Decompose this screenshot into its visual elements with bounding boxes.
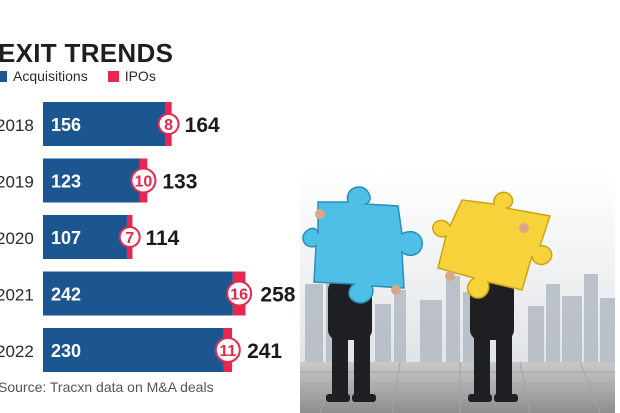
bar-chart: 2018 156 8 164 2019 123 10 133 2020 107 7 114 2021 24…	[0, 102, 296, 372]
puzzle-piece-blue	[302, 186, 423, 304]
hands	[315, 209, 529, 295]
chart-legend: Acquisitions IPOs	[0, 67, 176, 85]
data-label-ipos: 10	[135, 174, 153, 191]
legend-swatch-ipos	[107, 70, 119, 82]
ipo-badge	[157, 113, 180, 135]
ipo-badge	[214, 337, 241, 363]
bar-acquisitions	[43, 215, 127, 259]
legend-item-acquisitions: Acquisitions	[0, 68, 88, 84]
bar-acquisitions	[43, 271, 233, 316]
bar-acquisitions	[43, 158, 140, 203]
ipo-badge	[130, 167, 157, 194]
data-label-acquisitions: 230	[51, 341, 81, 361]
data-label-acquisitions: 156	[51, 115, 81, 135]
legend-label-ipos: IPOs	[124, 68, 156, 84]
data-label-ipos: 16	[230, 287, 248, 304]
data-label-total: 258	[260, 284, 295, 307]
y-tick-label: 2021	[0, 286, 34, 305]
bar-acquisitions	[43, 328, 224, 372]
puzzle-photo	[300, 172, 615, 413]
chart-title: EXIT TRENDS	[0, 38, 174, 68]
puzzle-piece-yellow	[432, 191, 553, 299]
bar-acquisitions	[43, 102, 166, 146]
ipo-badge	[226, 280, 253, 307]
legend-item-ipos: IPOs	[107, 68, 156, 84]
data-label-acquisitions: 123	[51, 172, 81, 192]
legend-label-acquisitions: Acquisitions	[13, 68, 88, 84]
data-label-acquisitions: 107	[51, 228, 81, 248]
data-label-acquisitions: 242	[51, 285, 81, 305]
data-label-ipos: 7	[125, 230, 134, 247]
legend-swatch-acquisitions	[0, 70, 7, 82]
y-tick-label: 2020	[0, 229, 34, 248]
data-label-total: 133	[162, 171, 197, 194]
y-tick-label: 2019	[0, 173, 34, 192]
ipo-badge	[118, 226, 141, 248]
data-label-total: 114	[145, 227, 179, 250]
data-label-total: 164	[185, 114, 220, 137]
data-label-total: 241	[247, 340, 282, 363]
y-tick-label: 2018	[0, 116, 34, 135]
y-tick-label: 2022	[0, 342, 34, 361]
data-label-ipos: 8	[164, 117, 173, 134]
chart-source-note: Source: Tracxn data on M&A deals	[0, 379, 214, 395]
data-label-ipos: 11	[219, 343, 236, 360]
